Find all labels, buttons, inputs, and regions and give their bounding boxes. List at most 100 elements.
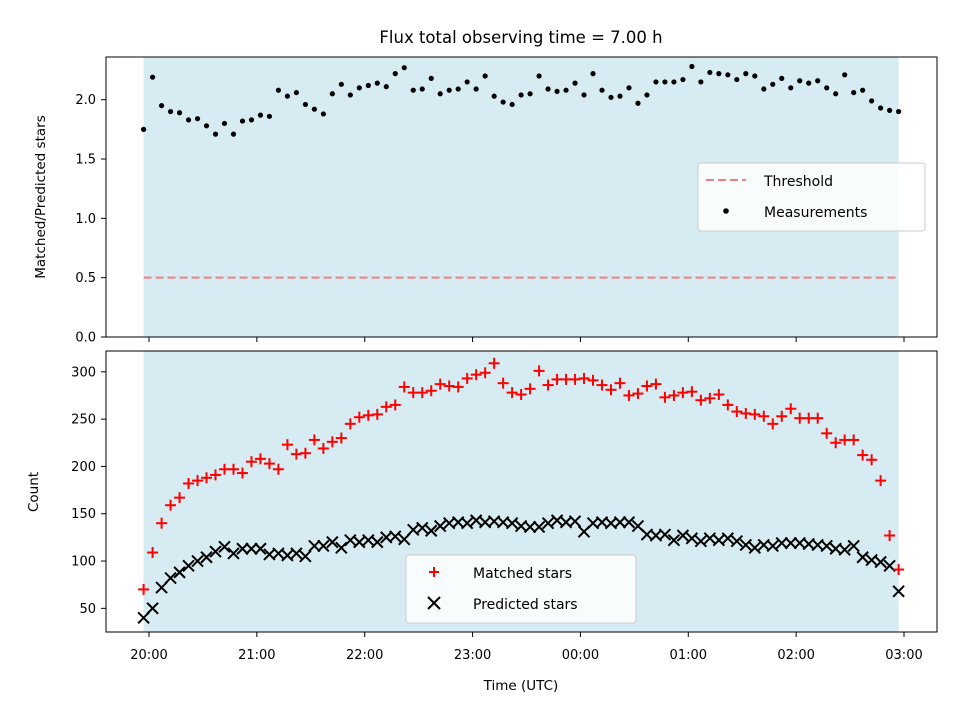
predicted-stars-point <box>505 516 519 530</box>
measurements-series <box>141 63 902 137</box>
x-tick-label: 21:00 <box>238 648 275 663</box>
measurement-point <box>833 91 839 97</box>
matched-stars-point <box>830 437 842 449</box>
matched-stars-point <box>183 477 195 489</box>
bottom-y-tick-label: 200 <box>71 460 96 475</box>
measurement-point <box>563 87 569 93</box>
measurement-point <box>464 79 470 85</box>
measurement-point <box>446 87 452 93</box>
measurement-point <box>806 80 812 86</box>
measurement-point <box>167 108 174 115</box>
measurement-point <box>248 117 255 123</box>
measurement-point <box>428 75 434 81</box>
matched-stars-point <box>641 380 653 392</box>
matched-stars-point <box>479 367 491 379</box>
measurement-point <box>482 73 488 79</box>
predicted-stars-point <box>820 539 833 553</box>
measurement-point <box>842 72 848 78</box>
measurement-point <box>302 101 308 108</box>
predicted-stars-point <box>236 542 249 555</box>
matched-stars-point <box>263 458 275 470</box>
measurement-point <box>311 106 317 112</box>
predicted-stars-point <box>523 520 537 534</box>
matched-stars-point <box>497 377 509 389</box>
measurement-point <box>608 94 614 100</box>
measurement-point <box>338 81 344 87</box>
measurement-point <box>141 126 147 132</box>
measurement-point <box>266 113 273 119</box>
measurement-point <box>293 89 300 96</box>
predicted-stars-point <box>847 539 860 553</box>
measurement-point <box>365 82 371 89</box>
x-tick-label: 20:00 <box>130 648 167 663</box>
matched-stars-point <box>866 454 878 466</box>
measurement-point <box>626 85 632 91</box>
matched-stars-point <box>371 408 383 420</box>
predicted-stars-point <box>137 611 150 625</box>
matched-stars-point <box>722 399 734 411</box>
matched-stars-point <box>398 381 410 393</box>
top-x-ticks <box>148 337 905 342</box>
matched-stars-point <box>470 369 482 381</box>
measurement-point <box>617 93 623 99</box>
legend-matched-swatch <box>429 567 439 577</box>
measurement-point <box>581 92 587 98</box>
measurement-point <box>707 69 713 76</box>
matched-stars-point <box>353 411 365 423</box>
predicted-stars-point <box>173 566 186 579</box>
measurement-point <box>437 91 443 97</box>
measurement-point <box>401 65 407 71</box>
measurement-point <box>680 76 686 83</box>
predicted-stars-point <box>326 535 339 549</box>
bottom-y-tick-label: 250 <box>71 413 96 428</box>
measurement-point <box>347 92 353 98</box>
measurement-point <box>671 79 677 85</box>
predicted-stars-point <box>146 602 159 615</box>
predicted-stars-point <box>245 542 258 555</box>
predicted-stars-point <box>568 515 582 528</box>
measurement-point <box>545 86 551 92</box>
matched-stars-point <box>776 410 788 422</box>
matched-stars-point <box>461 372 473 384</box>
legend-measurements-label: Measurements <box>764 205 867 221</box>
predicted-stars-point <box>460 516 474 530</box>
top-y-axis-label: Matched/Predicted stars <box>33 115 49 278</box>
matched-stars-point <box>686 386 698 398</box>
predicted-stars-point <box>784 536 797 550</box>
measurement-point <box>716 71 722 77</box>
predicted-stars-point <box>218 540 231 554</box>
bottom-panel: 50 100 150 200 250 300 20:00 21:00 22:00 23:00 00… <box>26 350 938 694</box>
measurement-point <box>770 81 776 87</box>
predicted-stars-point <box>721 532 735 545</box>
matched-stars-point <box>650 378 662 390</box>
matched-stars-point <box>695 394 707 406</box>
matched-stars-point <box>587 374 599 386</box>
measurement-point <box>725 72 731 78</box>
matched-stars-point <box>884 529 896 541</box>
measurement-point <box>536 73 542 79</box>
legend-measurements-swatch <box>723 208 729 214</box>
matched-stars-point <box>488 357 500 369</box>
measurement-point <box>896 108 902 115</box>
measurement-point <box>176 110 183 116</box>
matched-stars-point <box>749 408 761 420</box>
predicted-stars-point <box>254 542 267 555</box>
matched-stars-point <box>326 436 338 448</box>
measurement-point <box>356 85 362 91</box>
measurement-point <box>284 93 291 99</box>
x-tick-label: 01:00 <box>670 648 707 663</box>
matched-stars-point <box>308 434 320 446</box>
predicted-stars-point <box>622 516 636 529</box>
predicted-stars-point <box>838 543 851 556</box>
measurement-point <box>275 87 282 93</box>
matched-stars-point <box>533 365 545 377</box>
matched-stars-point <box>147 547 159 559</box>
measurement-point <box>662 79 668 85</box>
measurement-point <box>212 131 219 137</box>
matched-stars-point <box>848 434 860 446</box>
measurement-point <box>383 84 389 90</box>
measurement-point <box>374 80 380 86</box>
predicted-stars-point <box>685 532 699 545</box>
bottom-legend: Matched stars Predicted stars <box>405 554 637 624</box>
predicted-stars-point <box>371 535 384 549</box>
